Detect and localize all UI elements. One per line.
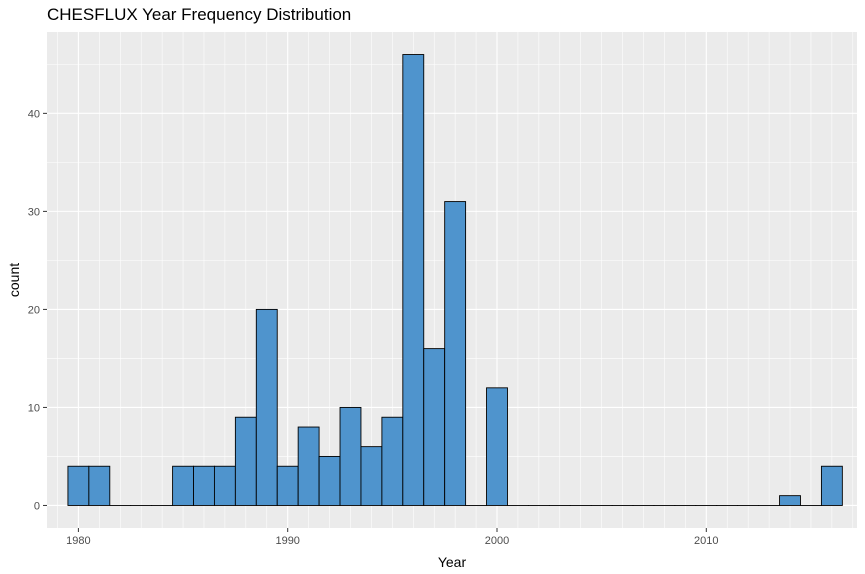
y-tick-label: 20	[28, 304, 40, 316]
minor-gridlines	[47, 32, 857, 528]
histogram-bar	[381, 416, 404, 506]
histogram-bar	[88, 465, 111, 506]
y-tick-label: 0	[34, 500, 40, 512]
x-axis-title: Year	[438, 554, 467, 570]
chart-title: CHESFLUX Year Frequency Distribution	[47, 5, 352, 24]
histogram-bar	[402, 54, 425, 506]
y-tick-label: 30	[28, 206, 40, 218]
y-axis-title: count	[6, 263, 22, 297]
x-axis: 1980 1990 2000 2010	[66, 528, 719, 547]
y-tick-label: 10	[28, 402, 40, 414]
histogram-bar	[276, 465, 299, 506]
histogram-bar	[67, 465, 90, 506]
histogram-bar	[423, 348, 446, 506]
histogram-bars	[67, 54, 843, 506]
histogram-bar	[339, 406, 362, 506]
histogram-bar	[193, 465, 215, 506]
histogram-bar	[255, 308, 278, 506]
x-tick-label: 1980	[66, 535, 90, 547]
histogram-bar	[360, 446, 383, 506]
histogram-bar	[444, 201, 467, 506]
histogram-bar	[172, 465, 194, 506]
histogram-bar	[779, 495, 801, 506]
y-axis: 0 10 20 30 40	[28, 108, 47, 512]
y-tick-label: 40	[28, 108, 40, 120]
x-tick-label: 2010	[694, 535, 718, 547]
x-tick-label: 2000	[485, 535, 509, 547]
histogram-bar	[234, 416, 257, 506]
x-tick-label: 1990	[275, 535, 299, 547]
histogram-bar	[820, 465, 843, 506]
histogram-bar	[318, 455, 341, 506]
histogram-bar	[297, 426, 320, 506]
histogram-bar	[486, 387, 508, 506]
histogram-bar	[213, 465, 236, 506]
